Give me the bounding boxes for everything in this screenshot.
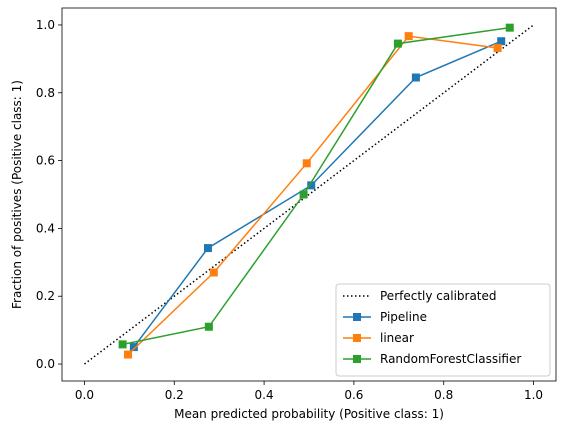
legend-label: Perfectly calibrated bbox=[380, 289, 497, 303]
legend-entry: linear bbox=[343, 331, 414, 345]
x-axis-label: Mean predicted probability (Positive cla… bbox=[174, 407, 444, 421]
y-tick-label: 0.2 bbox=[36, 289, 55, 303]
data-point bbox=[393, 39, 402, 48]
legend-entry: Perfectly calibrated bbox=[343, 289, 497, 303]
y-tick-label: 0.6 bbox=[36, 154, 55, 168]
legend-marker bbox=[353, 334, 361, 342]
legend-marker bbox=[353, 355, 361, 363]
x-tick-label: 0.2 bbox=[165, 388, 184, 402]
data-point bbox=[118, 340, 127, 349]
legend-label: Pipeline bbox=[380, 310, 427, 324]
data-point bbox=[124, 350, 133, 359]
legend-marker bbox=[353, 313, 361, 321]
y-axis-ticks: 0.0 0.2 0.4 0.6 0.8 1.0 bbox=[36, 18, 62, 371]
legend: Perfectly calibrated Pipeline linear Random… bbox=[335, 283, 551, 377]
data-point bbox=[497, 37, 506, 46]
data-point bbox=[404, 32, 413, 41]
x-tick-label: 0.6 bbox=[344, 388, 363, 402]
x-tick-label: 0.8 bbox=[434, 388, 453, 402]
data-point bbox=[411, 73, 420, 82]
data-point bbox=[203, 244, 212, 253]
y-tick-label: 1.0 bbox=[36, 18, 55, 32]
data-point bbox=[209, 268, 218, 277]
data-point bbox=[505, 23, 514, 32]
legend-box bbox=[335, 283, 551, 377]
data-point bbox=[302, 159, 311, 168]
series-layer bbox=[118, 23, 514, 359]
reference-line-layer bbox=[84, 24, 534, 365]
data-point bbox=[493, 44, 502, 53]
data-point bbox=[307, 181, 316, 190]
legend-entry: Pipeline bbox=[343, 310, 427, 324]
y-tick-label: 0.4 bbox=[36, 221, 55, 235]
data-point bbox=[299, 190, 308, 199]
legend-entry: RandomForestClassifier bbox=[343, 352, 521, 366]
data-point bbox=[129, 343, 138, 352]
legend-label: RandomForestClassifier bbox=[380, 352, 521, 366]
perfectly-calibrated-line bbox=[84, 24, 534, 365]
series-pipeline bbox=[129, 37, 506, 352]
x-tick-label: 0.4 bbox=[255, 388, 274, 402]
series-randomforestclassifier bbox=[118, 23, 514, 349]
y-tick-label: 0.8 bbox=[36, 86, 55, 100]
series-linear bbox=[124, 32, 502, 359]
x-tick-label: 1.0 bbox=[524, 388, 543, 402]
x-tick-label: 0.0 bbox=[75, 388, 94, 402]
y-axis-label: Fraction of positives (Positive class: 1… bbox=[10, 80, 24, 309]
x-axis-ticks: 0.0 0.2 0.4 0.6 0.8 1.0 bbox=[75, 381, 543, 402]
y-tick-label: 0.0 bbox=[36, 357, 55, 371]
data-point bbox=[204, 322, 213, 331]
legend-label: linear bbox=[380, 331, 414, 345]
